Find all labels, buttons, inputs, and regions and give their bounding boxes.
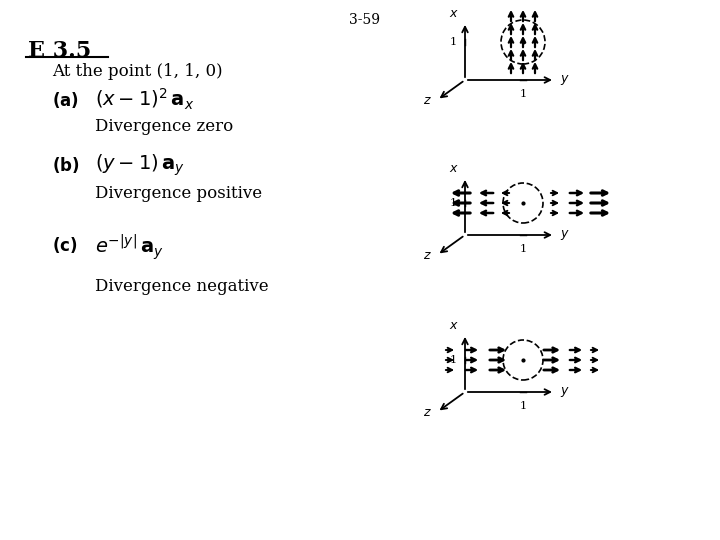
Text: $x$: $x$ xyxy=(449,7,459,20)
Text: $x$: $x$ xyxy=(449,319,459,332)
Text: Divergence positive: Divergence positive xyxy=(95,185,262,202)
Text: At the point (1, 1, 0): At the point (1, 1, 0) xyxy=(52,63,222,80)
Text: $z$: $z$ xyxy=(423,248,432,261)
Text: 1: 1 xyxy=(519,244,526,254)
Text: 1: 1 xyxy=(519,401,526,411)
Text: Divergence negative: Divergence negative xyxy=(95,278,269,295)
Text: 3-59: 3-59 xyxy=(349,13,380,27)
Text: 1: 1 xyxy=(519,89,526,99)
Text: $y$: $y$ xyxy=(560,73,570,87)
Text: $(y-1)\,\mathbf{a}_y$: $(y-1)\,\mathbf{a}_y$ xyxy=(95,152,185,178)
Text: 1: 1 xyxy=(450,37,457,47)
Text: $(x-1)^2\,\mathbf{a}_x$: $(x-1)^2\,\mathbf{a}_x$ xyxy=(95,87,194,112)
Text: 1: 1 xyxy=(450,355,457,365)
Text: Divergence zero: Divergence zero xyxy=(95,118,233,135)
Text: $\mathbf{(a)}$: $\mathbf{(a)}$ xyxy=(52,90,79,110)
Text: E 3.5: E 3.5 xyxy=(28,40,91,62)
Text: $x$: $x$ xyxy=(449,162,459,175)
Text: $e^{-|y|}\,\mathbf{a}_y$: $e^{-|y|}\,\mathbf{a}_y$ xyxy=(95,232,164,262)
Text: $\mathbf{(b)}$: $\mathbf{(b)}$ xyxy=(52,155,80,175)
Text: $z$: $z$ xyxy=(423,93,432,106)
Text: $y$: $y$ xyxy=(560,228,570,242)
Text: $y$: $y$ xyxy=(560,385,570,399)
Text: 1: 1 xyxy=(450,198,457,208)
Text: $z$: $z$ xyxy=(423,406,432,419)
Text: $\mathbf{(c)}$: $\mathbf{(c)}$ xyxy=(52,235,78,255)
